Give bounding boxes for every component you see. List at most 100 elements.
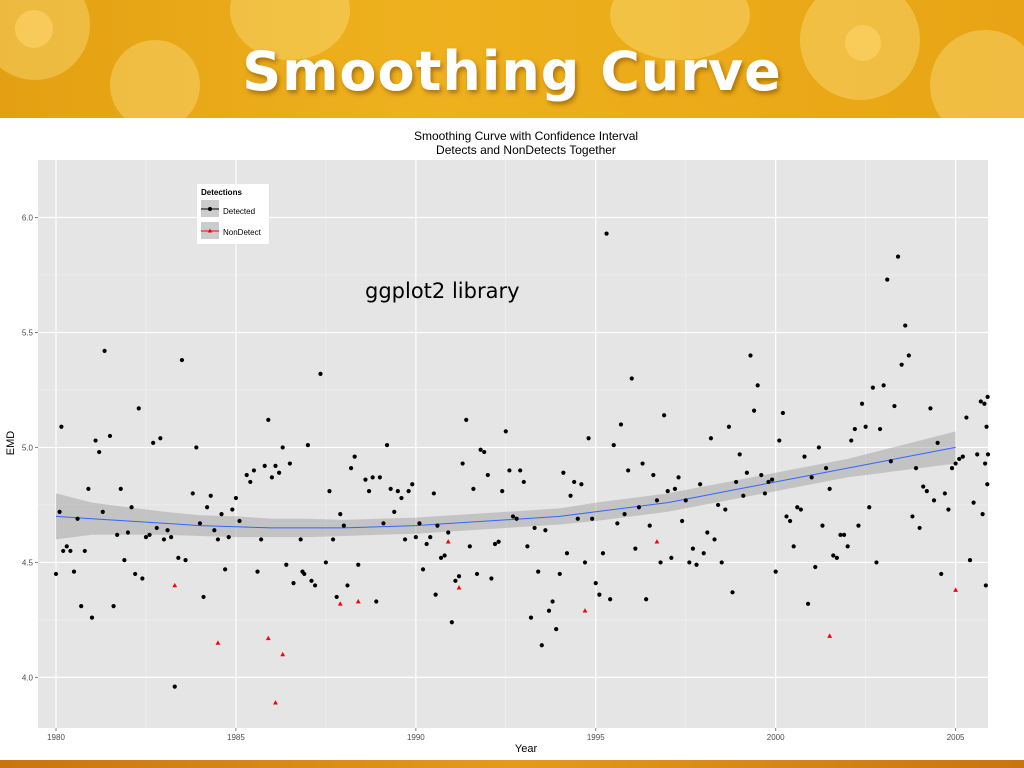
- detected-point: [748, 353, 753, 358]
- nondetect-point: [355, 598, 361, 604]
- detected-point: [428, 535, 433, 540]
- detected-point: [402, 537, 408, 542]
- detected-point: [259, 537, 264, 542]
- detected-point: [420, 567, 426, 572]
- detected-point: [161, 537, 167, 542]
- detected-point: [503, 429, 508, 434]
- detected-point: [327, 489, 332, 494]
- detected-point: [924, 489, 929, 494]
- detected-point: [744, 470, 750, 475]
- slide-title: Smoothing Curve: [242, 40, 782, 103]
- detected-point: [82, 548, 87, 554]
- slide-footer-bar: [0, 760, 1024, 768]
- detected-point: [143, 535, 149, 540]
- x-tick-label: 1985: [227, 733, 245, 742]
- detected-point: [982, 401, 987, 406]
- detected-point: [737, 452, 742, 457]
- nondetect-point: [827, 633, 833, 638]
- detected-point: [980, 512, 985, 517]
- detected-point: [654, 498, 660, 503]
- detected-point: [939, 571, 944, 577]
- detected-point: [410, 482, 415, 487]
- detected-point: [849, 438, 854, 443]
- detected-point: [471, 486, 476, 491]
- x-tick-label: 2000: [767, 733, 785, 742]
- detected-point: [446, 530, 451, 535]
- detected-point: [759, 472, 764, 478]
- detected-point: [618, 422, 624, 427]
- confidence-band: [56, 431, 956, 540]
- detected-point: [895, 254, 901, 259]
- detected-point: [395, 489, 400, 494]
- detected-point: [100, 509, 105, 514]
- detected-point: [154, 525, 159, 531]
- detected-point: [769, 477, 775, 482]
- detected-point: [438, 555, 444, 560]
- detected-point: [377, 475, 382, 480]
- detected-point: [582, 560, 588, 565]
- detected-point: [680, 518, 685, 524]
- detected-point: [474, 571, 480, 577]
- plot-panel: [38, 160, 988, 728]
- x-tick-label: 1990: [407, 733, 425, 742]
- detected-point: [262, 463, 267, 468]
- detected-point: [345, 583, 350, 588]
- y-tick-label: 5.0: [22, 443, 34, 452]
- detected-point: [960, 454, 965, 459]
- detected-point: [194, 445, 199, 450]
- detected-point: [456, 574, 462, 579]
- detected-point: [539, 643, 544, 648]
- detected-point: [86, 486, 91, 491]
- detected-point: [287, 461, 292, 466]
- detected-point: [330, 537, 336, 542]
- detected-point: [946, 507, 951, 512]
- detected-point: [888, 459, 893, 464]
- detected-point: [676, 475, 681, 480]
- detected-point: [575, 516, 580, 521]
- detected-point: [935, 440, 940, 445]
- detected-point: [823, 466, 829, 471]
- detected-point: [984, 424, 989, 429]
- detected-point: [68, 548, 73, 554]
- detected-point: [57, 509, 62, 514]
- detected-point: [805, 601, 811, 606]
- nondetect-point: [456, 585, 462, 590]
- detected-point: [662, 413, 667, 418]
- detected-point: [672, 486, 678, 491]
- detected-point: [442, 553, 447, 558]
- detected-point: [53, 571, 59, 577]
- detected-point: [237, 518, 242, 524]
- nondetect-point: [445, 539, 451, 544]
- detected-point: [647, 523, 652, 528]
- detected-point: [197, 521, 203, 526]
- detected-point: [834, 555, 839, 560]
- detected-point: [323, 560, 328, 565]
- detected-point: [183, 558, 188, 563]
- detected-point: [942, 491, 947, 496]
- detected-point: [75, 516, 80, 521]
- y-tick-label: 6.0: [22, 213, 34, 222]
- detected-point: [71, 569, 77, 574]
- detected-point: [381, 521, 386, 526]
- detected-point: [510, 514, 516, 519]
- detected-point: [640, 461, 645, 466]
- detected-point: [467, 544, 472, 549]
- detected-point: [251, 468, 257, 473]
- detected-point: [712, 537, 717, 542]
- detected-point: [64, 544, 69, 549]
- detected-point: [593, 581, 598, 586]
- detected-point: [852, 426, 857, 432]
- detected-point: [435, 523, 440, 528]
- detected-point: [478, 447, 483, 452]
- detected-point: [514, 516, 519, 521]
- detected-point: [669, 555, 674, 560]
- detected-point: [298, 537, 303, 542]
- detected-point: [284, 562, 289, 567]
- detected-point: [600, 551, 606, 556]
- detected-point: [716, 502, 721, 508]
- data-points: [53, 231, 991, 705]
- detected-point: [528, 615, 534, 620]
- detected-point: [179, 357, 185, 363]
- detected-point: [118, 486, 123, 491]
- detected-point: [608, 597, 613, 602]
